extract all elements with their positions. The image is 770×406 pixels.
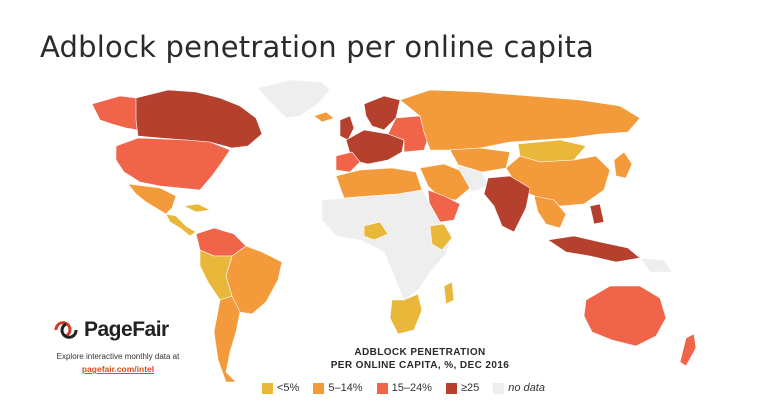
region-iceland — [313, 111, 335, 123]
region-madagascar — [443, 281, 455, 305]
region-india — [483, 175, 531, 233]
region-japan — [613, 151, 633, 179]
region-uk — [339, 115, 355, 141]
region-russia — [399, 89, 641, 151]
legend-swatch-high — [376, 382, 388, 394]
legend-swatch-low — [262, 382, 273, 394]
brand-name: PageFair — [84, 318, 169, 341]
region-papua — [639, 257, 673, 273]
region-canada — [135, 89, 263, 149]
region-caribbean — [183, 203, 211, 213]
region-south-africa — [389, 293, 423, 335]
legend-item-top: ≥25 — [445, 382, 480, 394]
region-central-america — [165, 213, 197, 237]
legend-item-high: 15–24% — [376, 382, 432, 394]
region-argentina-chile — [213, 295, 241, 383]
legend-item-none: no data — [493, 382, 545, 394]
region-mexico — [127, 183, 177, 215]
legend-label-mid: 5–14% — [328, 382, 363, 394]
region-philippines — [589, 203, 605, 225]
legend-label-none: no data — [508, 382, 545, 394]
legend: <5% 5–14% 15–24% ≥25 no data — [262, 382, 559, 394]
region-usa — [115, 137, 231, 191]
brand-block: PageFair — [52, 318, 222, 342]
legend-swatch-none — [493, 382, 505, 394]
region-greenland — [257, 79, 331, 119]
pagefair-logo-icon — [54, 321, 78, 339]
legend-label-low: <5% — [277, 382, 300, 394]
legend-label-top: ≥25 — [460, 382, 480, 394]
region-east-africa — [429, 223, 453, 251]
region-indonesia — [547, 235, 641, 263]
legend-item-low: <5% — [262, 382, 299, 394]
legend-title-line2: PER ONLINE CAPITA, %, DEC 2016 — [330, 360, 510, 371]
page-title: Adblock penetration per online capita — [40, 30, 594, 64]
region-iran — [455, 163, 489, 193]
region-southeast-asia — [533, 195, 567, 229]
legend-item-mid: 5–14% — [313, 382, 363, 394]
region-middle-east — [419, 163, 471, 201]
explore-text: Explore interactive monthly data at — [56, 352, 180, 361]
region-australia — [583, 285, 667, 347]
region-new-zealand — [679, 333, 697, 367]
legend-swatch-mid — [313, 382, 325, 394]
region-central-africa — [321, 189, 453, 301]
region-alaska — [91, 95, 139, 131]
legend-swatch-top — [445, 382, 457, 394]
legend-title: ADBLOCK PENETRATION PER ONLINE CAPITA, %… — [310, 346, 530, 372]
legend-label-high: 15–24% — [391, 382, 432, 394]
pagefair-link[interactable]: pagefair.com/intel — [81, 364, 155, 374]
region-scandinavia — [363, 95, 401, 131]
region-iberia — [335, 151, 361, 173]
legend-title-line1: ADBLOCK PENETRATION — [354, 347, 486, 358]
region-nigeria — [363, 221, 389, 241]
